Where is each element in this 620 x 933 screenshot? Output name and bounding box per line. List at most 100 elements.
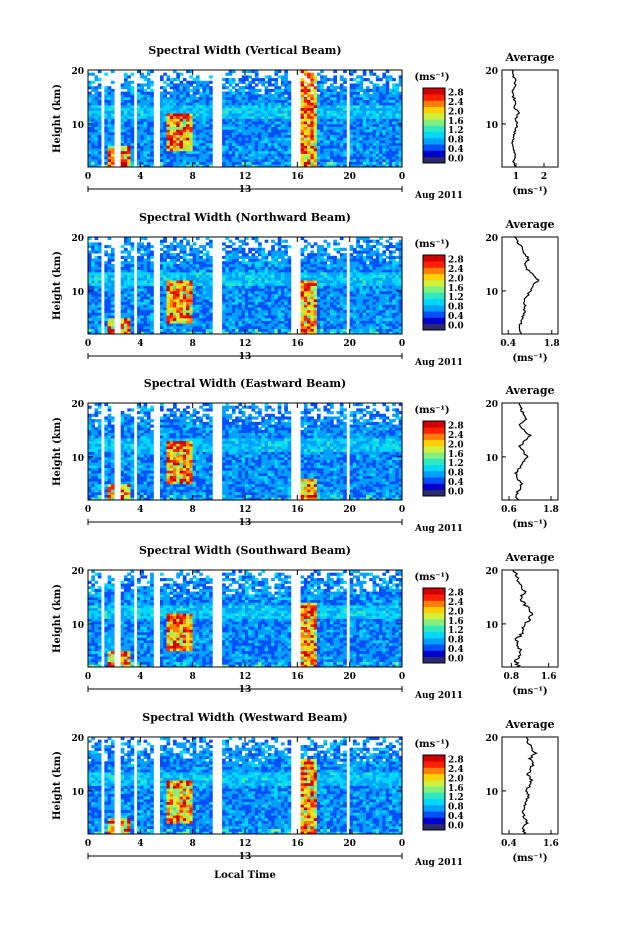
- heatmap-cell: [196, 105, 200, 108]
- heatmap-cell: [180, 159, 184, 162]
- heatmap-cell: [255, 294, 259, 297]
- heatmap-cell: [356, 280, 360, 283]
- heatmap-cell: [222, 248, 226, 251]
- heatmap-cell: [392, 140, 396, 143]
- heatmap-cell: [199, 286, 203, 289]
- heatmap-cell: [382, 94, 386, 97]
- heatmap-cell: [232, 127, 236, 130]
- heatmap-cell: [389, 132, 393, 135]
- heatmap-cell: [252, 294, 256, 297]
- heatmap-cell: [104, 315, 108, 318]
- heatmap-cell: [225, 267, 229, 270]
- heatmap-cell: [366, 97, 370, 100]
- heatmap-cell: [284, 78, 288, 81]
- heatmap-cell: [258, 151, 262, 154]
- heatmap-cell: [150, 135, 154, 138]
- heatmap-cell: [343, 81, 347, 84]
- heatmap-cell: [245, 312, 249, 315]
- heatmap-cell: [176, 92, 180, 95]
- heatmap-cell: [193, 326, 197, 329]
- heatmap-cell: [91, 127, 95, 130]
- heatmap-cell: [196, 291, 200, 294]
- heatmap-cell: [104, 304, 108, 307]
- heatmap-cell: [379, 137, 383, 140]
- heatmap-cell: [108, 140, 112, 143]
- heatmap-cell: [261, 267, 265, 270]
- heatmap-cell: [324, 135, 328, 138]
- heatmap-cell: [353, 259, 357, 262]
- heatmap-cell: [265, 283, 269, 286]
- heatmap-cell: [363, 137, 367, 140]
- heatmap-cell: [193, 259, 197, 262]
- heatmap-cell: [235, 296, 239, 299]
- heatmap-cell: [183, 259, 187, 262]
- heatmap-cell: [111, 137, 115, 140]
- heatmap-cell: [255, 286, 259, 289]
- heatmap-cell: [183, 307, 187, 310]
- heatmap-cell: [327, 148, 331, 151]
- heatmap-cell: [376, 129, 380, 132]
- heatmap-cell: [337, 302, 341, 305]
- heatmap-cell: [284, 83, 288, 86]
- heatmap-cell: [124, 145, 128, 148]
- heatmap-cell: [301, 140, 305, 143]
- heatmap-cell: [310, 94, 314, 97]
- heatmap-cell: [301, 81, 305, 84]
- heatmap-cell: [258, 145, 262, 148]
- heatmap-cell: [379, 116, 383, 119]
- heatmap-cell: [304, 261, 308, 264]
- heatmap-cell: [232, 277, 236, 280]
- heatmap-cell: [150, 83, 154, 86]
- heatmap-cell: [363, 124, 367, 127]
- heatmap-cell: [395, 113, 399, 116]
- heatmap-cell: [301, 329, 305, 332]
- heatmap-cell: [284, 97, 288, 100]
- heatmap-cell: [121, 304, 125, 307]
- heatmap-cell: [235, 129, 239, 132]
- heatmap-cell: [320, 256, 324, 259]
- heatmap-cell: [337, 269, 341, 272]
- heatmap-cell: [252, 156, 256, 159]
- heatmap-cell: [111, 304, 115, 307]
- heatmap-cell: [343, 261, 347, 264]
- heatmap-cell: [111, 127, 115, 130]
- heatmap-cell: [278, 307, 282, 310]
- heatmap-cell: [131, 329, 135, 332]
- heatmap-cell: [330, 124, 334, 127]
- heatmap-cell: [167, 75, 171, 78]
- heatmap-cell: [314, 310, 318, 313]
- heatmap-cell: [95, 105, 99, 108]
- heatmap-cell: [242, 113, 246, 116]
- heatmap-cell: [144, 162, 148, 165]
- heatmap-cell: [95, 277, 99, 280]
- heatmap-cell: [98, 288, 102, 291]
- heatmap-cell: [320, 124, 324, 127]
- heatmap-cell: [373, 140, 377, 143]
- heatmap-cell: [173, 256, 177, 259]
- heatmap-cell: [131, 119, 135, 122]
- heatmap-cell: [258, 100, 262, 103]
- heatmap-cell: [144, 145, 148, 148]
- heatmap-cell: [363, 102, 367, 105]
- heatmap-cell: [248, 97, 252, 100]
- heatmap-cell: [284, 156, 288, 159]
- heatmap-cell: [304, 151, 308, 154]
- heatmap-cell: [307, 307, 311, 310]
- heatmap-cell: [307, 105, 311, 108]
- heatmap-cell: [199, 283, 203, 286]
- heatmap-cell: [310, 302, 314, 305]
- heatmap-cell: [281, 277, 285, 280]
- heatmap-cell: [389, 119, 393, 122]
- heatmap-cell: [320, 315, 324, 318]
- heatmap-cell: [202, 253, 206, 256]
- heatmap-cell: [271, 100, 275, 103]
- heatmap-cell: [389, 100, 393, 103]
- heatmap-cell: [395, 119, 399, 122]
- heatmap-cell: [180, 156, 184, 159]
- heatmap-cell: [304, 162, 308, 165]
- heatmap-cell: [95, 151, 99, 154]
- heatmap-cell: [301, 94, 305, 97]
- heatmap-cell: [343, 102, 347, 105]
- heatmap-cell: [170, 162, 174, 165]
